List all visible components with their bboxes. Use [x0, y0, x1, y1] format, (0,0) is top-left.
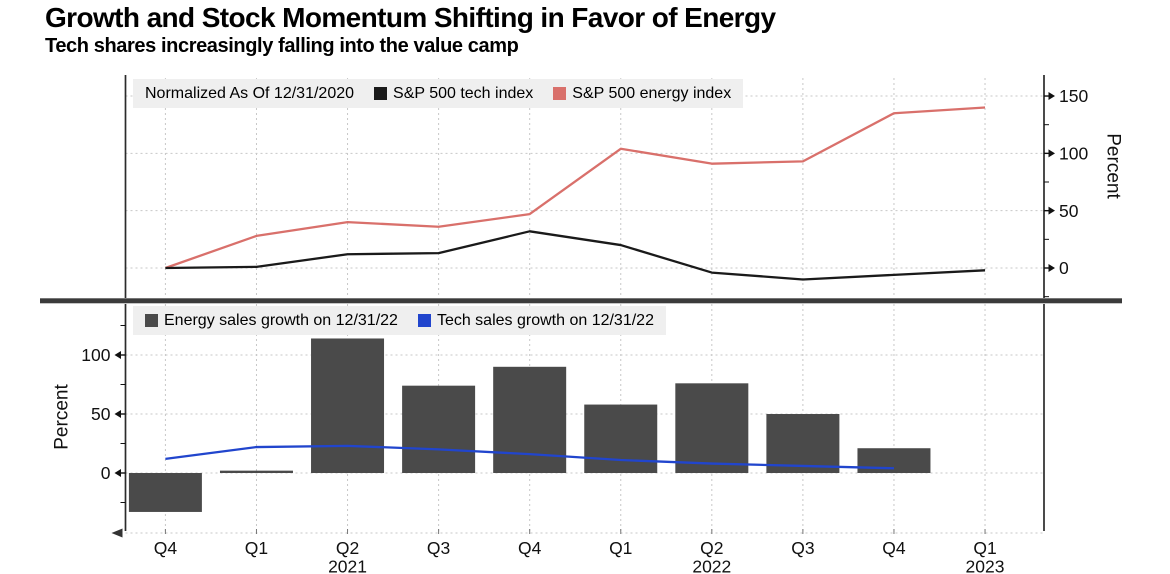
- x-tick-label: Q2: [336, 538, 359, 558]
- left-axis-title: Percent: [51, 384, 73, 450]
- bottom-legend: Energy sales growth on 12/31/22 Tech sal…: [133, 306, 666, 335]
- x-tick-label: Q1: [973, 538, 996, 558]
- top-legend: Normalized As Of 12/31/2020 S&P 500 tech…: [133, 79, 744, 108]
- x-tick-label: Q4: [154, 538, 178, 558]
- line-sp500-energy-index: [165, 106, 986, 270]
- y-tick-arrow-icon: [114, 410, 121, 418]
- tech-index-swatch-icon: [374, 87, 388, 100]
- y-tick-label-left: 100: [81, 345, 110, 365]
- legend-label-energy-sales: Energy sales growth on 12/31/22: [164, 311, 398, 329]
- legend-label-tech-sales: Tech sales growth on 12/31/22: [436, 311, 654, 329]
- y-tick-arrow-icon: [1048, 92, 1055, 101]
- legend-item-energy-sales: Energy sales growth on 12/31/22: [145, 312, 398, 330]
- y-tick-label-left: 0: [101, 463, 111, 483]
- y-tick-arrow-icon: [114, 351, 121, 359]
- bar-energy-sales-growth: [766, 414, 840, 473]
- bar-energy-sales-growth: [584, 404, 658, 473]
- x-axis-arrow-icon: [111, 528, 123, 538]
- bar-energy-sales-growth: [128, 473, 202, 512]
- tech-sales-swatch-icon: [417, 314, 431, 327]
- bar-energy-sales-growth: [493, 366, 567, 473]
- legend-item-tech-sales: Tech sales growth on 12/31/22: [417, 311, 654, 330]
- x-tick-label: Q1: [245, 538, 268, 558]
- line-tech-sales-growth: [165, 444, 894, 470]
- x-tick-label: Q4: [882, 538, 906, 558]
- legend-item-tech-index: S&P 500 tech index: [374, 85, 533, 103]
- bar-energy-sales-growth: [311, 338, 385, 473]
- line-sp500-tech-index: [165, 230, 986, 281]
- y-tick-label-right: 0: [1059, 258, 1069, 278]
- x-tick-label: Q2: [700, 538, 723, 558]
- energy-sales-swatch-icon: [145, 314, 158, 327]
- y-tick-label-right: 50: [1059, 201, 1079, 221]
- x-year-label: 2022: [692, 557, 731, 574]
- bar-energy-sales-growth: [219, 470, 293, 473]
- x-year-label: 2023: [966, 557, 1005, 574]
- legend-label-tech-index: S&P 500 tech index: [393, 84, 534, 102]
- chart-title: Growth and Stock Momentum Shifting in Fa…: [45, 2, 776, 33]
- bar-energy-sales-growth: [857, 448, 931, 473]
- right-axis-title: Percent: [1102, 132, 1124, 199]
- energy-index-swatch-icon: [553, 87, 567, 100]
- legend-label-energy-index: S&P 500 energy index: [572, 84, 732, 102]
- x-tick-label: Q3: [791, 538, 814, 558]
- y-tick-arrow-icon: [1048, 149, 1055, 158]
- bar-energy-sales-growth: [675, 383, 749, 473]
- y-tick-label-right: 100: [1059, 143, 1088, 163]
- panel-divider: [40, 298, 1122, 304]
- legend-item-energy-index: S&P 500 energy index: [553, 85, 731, 103]
- y-tick-label-left: 50: [91, 404, 111, 424]
- bar-energy-sales-growth: [402, 385, 476, 473]
- chart-subtitle: Tech shares increasingly falling into th…: [45, 35, 519, 57]
- x-year-label: 2021: [328, 557, 367, 574]
- y-tick-label-right: 150: [1059, 86, 1088, 106]
- x-tick-label: Q4: [518, 538, 542, 558]
- x-tick-label: Q3: [427, 538, 450, 558]
- normalized-note: Normalized As Of 12/31/2020: [145, 84, 355, 102]
- y-tick-arrow-icon: [1048, 264, 1055, 272]
- x-tick-label: Q1: [609, 538, 632, 558]
- y-tick-arrow-icon: [114, 469, 121, 477]
- y-tick-arrow-icon: [1048, 206, 1055, 215]
